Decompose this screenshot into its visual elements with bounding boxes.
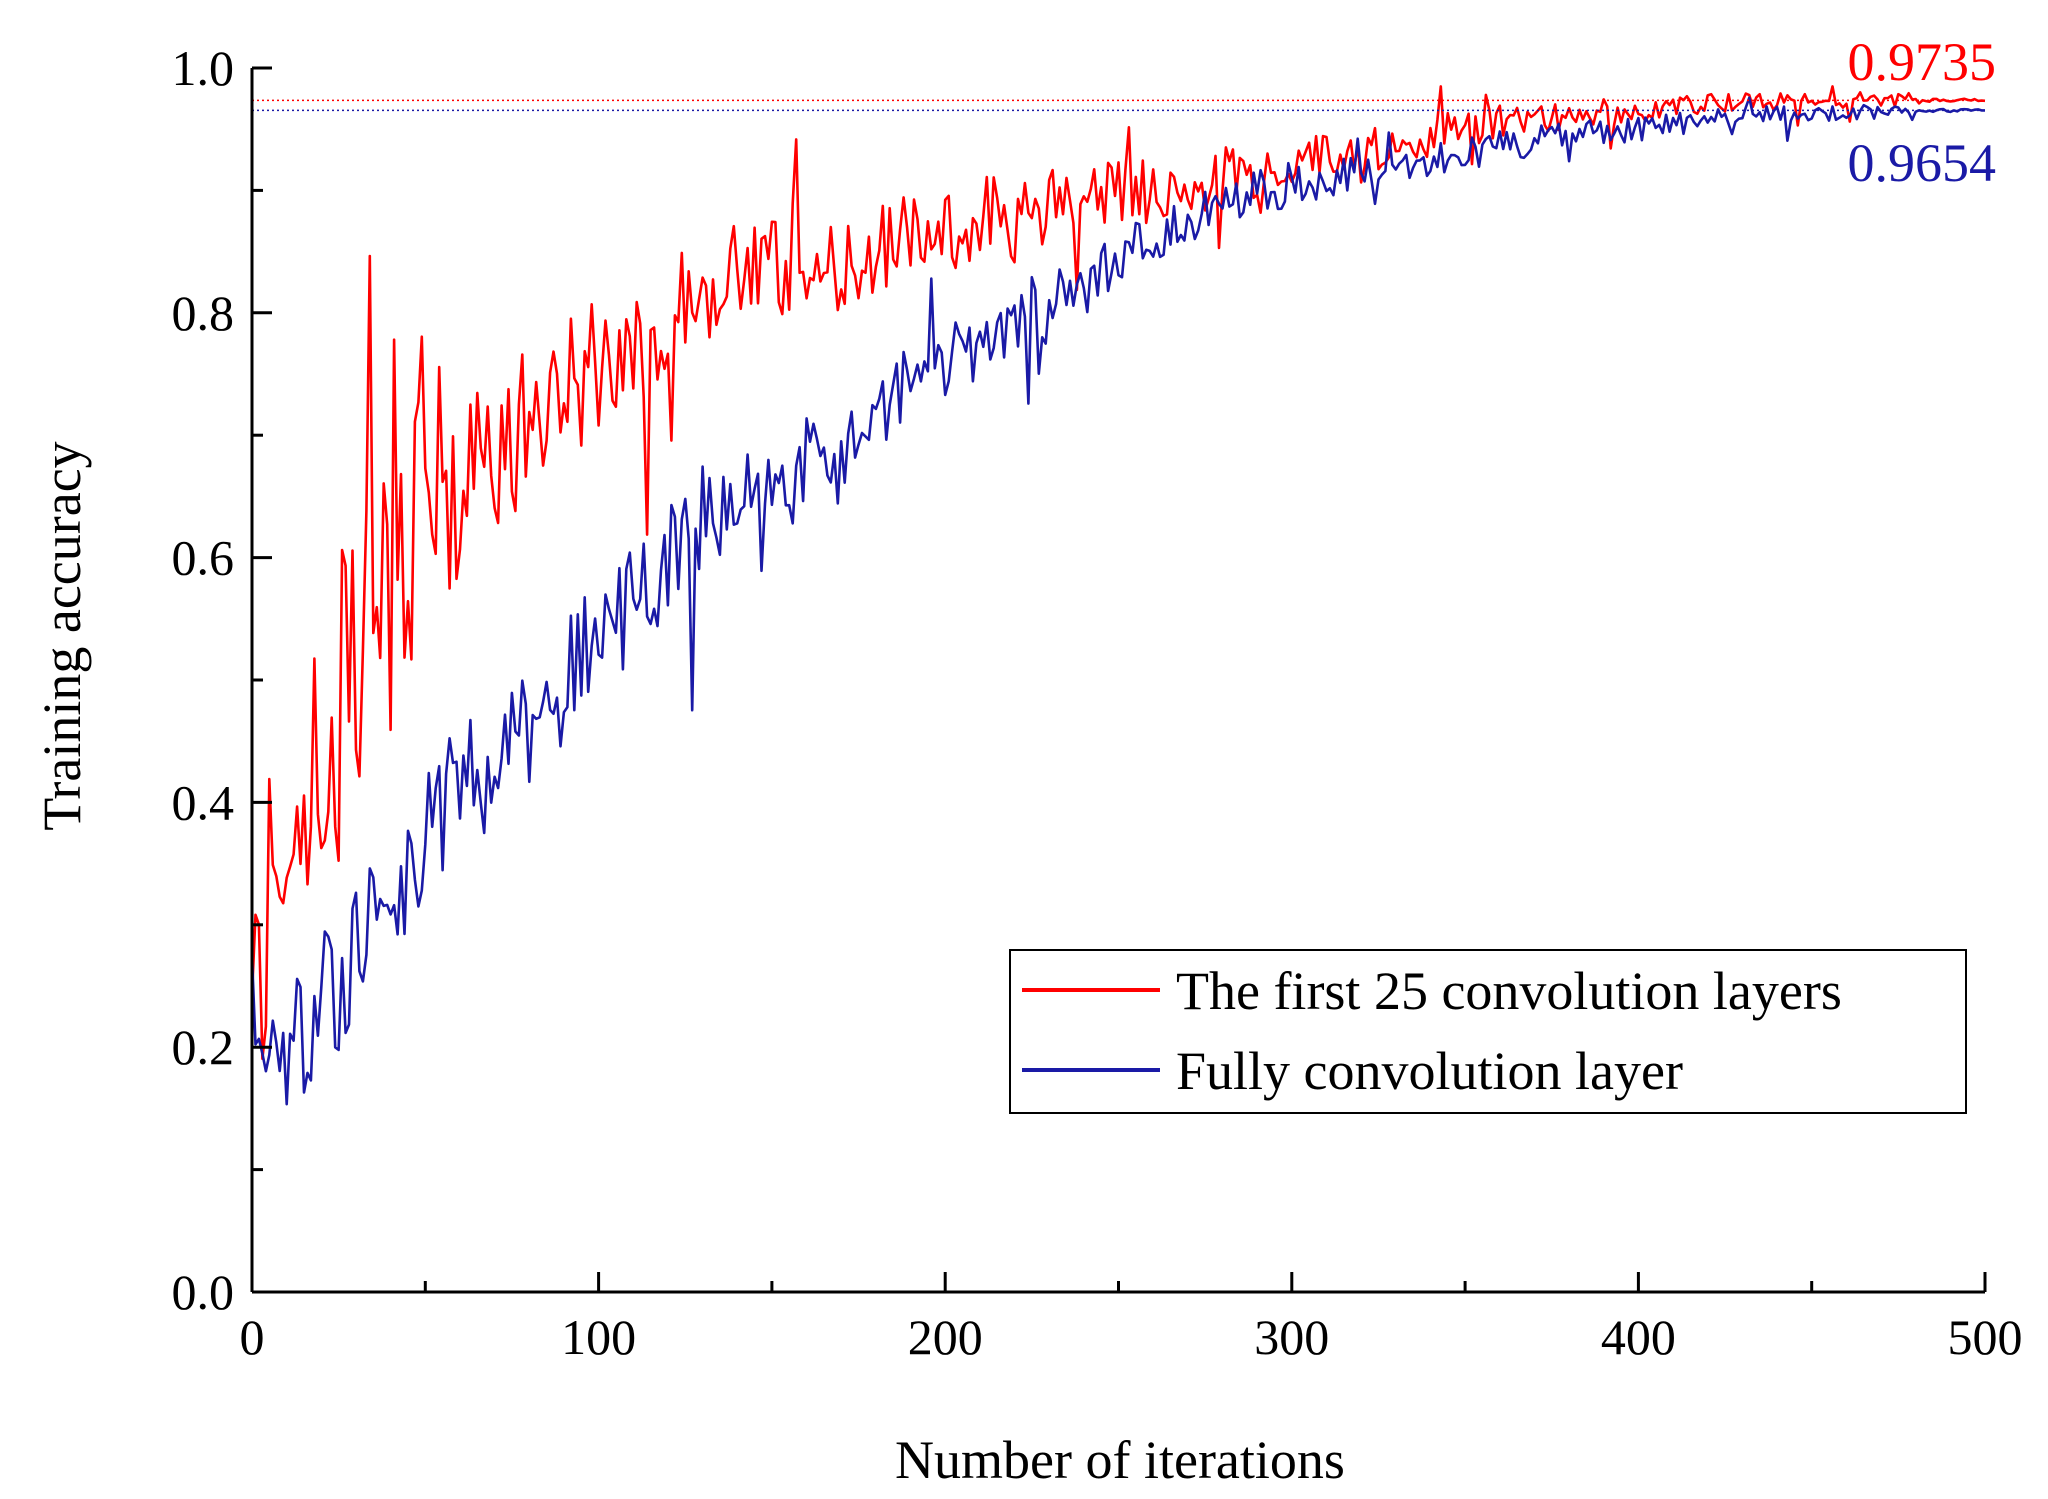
- x-tick-label: 200: [908, 1309, 983, 1365]
- legend: The first 25 convolution layers Fully co…: [1009, 949, 1967, 1114]
- y-tick-label: 0.6: [172, 530, 235, 586]
- y-tick-label: 0.2: [172, 1019, 235, 1075]
- y-tick-label: 0.0: [172, 1264, 235, 1320]
- x-tick-label: 300: [1254, 1309, 1329, 1365]
- x-axis-title: Number of iterations: [895, 1430, 1345, 1490]
- legend-label-fully-convolution: Fully convolution layer: [1176, 1041, 1683, 1101]
- series-line-1: [250, 96, 1985, 1106]
- x-tick-label: 0: [240, 1309, 265, 1365]
- final-value-label-fully-convolution: 0.9654: [1848, 133, 1997, 193]
- legend-box: [1009, 949, 1967, 1114]
- reference-lines: [252, 99, 1985, 112]
- y-axis-title: Training accuracy: [32, 441, 92, 830]
- x-tick-label: 500: [1948, 1309, 2023, 1365]
- x-tick-label: 100: [561, 1309, 636, 1365]
- y-tick-label: 0.8: [172, 285, 235, 341]
- y-tick-label: 0.4: [172, 774, 235, 830]
- plot-lines: [250, 85, 1986, 1106]
- series-line-0: [250, 85, 1986, 1060]
- x-ticks: 0 100 200 300 400 500: [240, 1272, 2023, 1365]
- y-tick-label: 1.0: [172, 40, 235, 96]
- final-value-label-first-25-layers: 0.9735: [1848, 32, 1997, 92]
- legend-label-first-25-layers: The first 25 convolution layers: [1176, 961, 1842, 1021]
- y-ticks: 0.0 0.2 0.4 0.6 0.8 1.0: [172, 40, 272, 1320]
- x-tick-label: 400: [1601, 1309, 1676, 1365]
